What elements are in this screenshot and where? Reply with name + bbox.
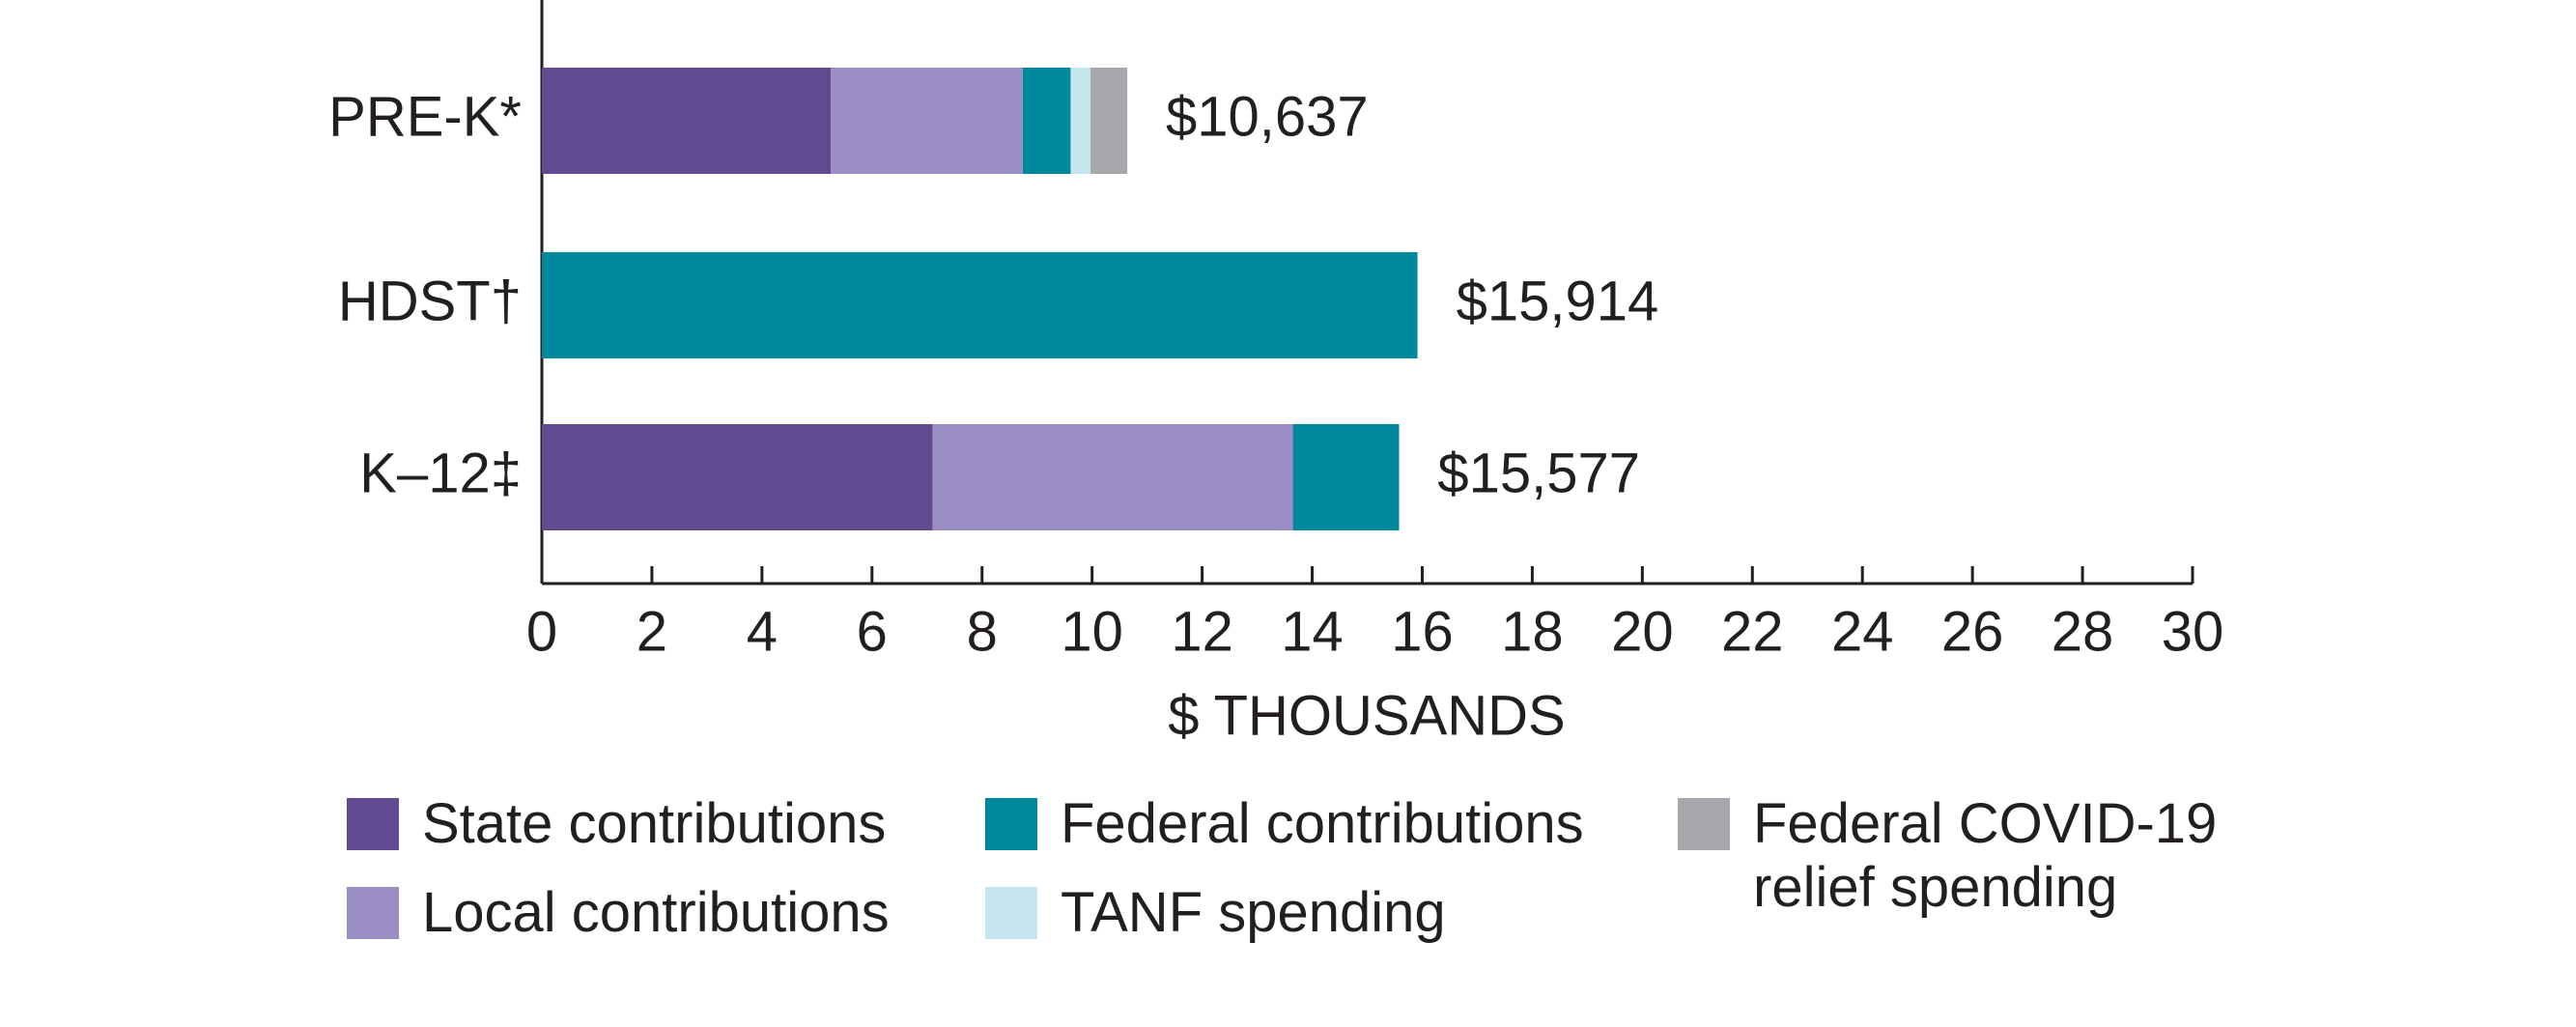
x-tick-label: 26 bbox=[1941, 600, 2004, 663]
x-tick-label: 24 bbox=[1831, 600, 1894, 663]
bar-segment bbox=[1022, 68, 1071, 174]
legend-swatch bbox=[347, 798, 399, 850]
bar-segment bbox=[542, 68, 832, 174]
x-tick-label: 22 bbox=[1721, 600, 1784, 663]
bar-segment bbox=[542, 424, 933, 530]
bar-segment bbox=[932, 424, 1293, 530]
bar-segment bbox=[831, 68, 1023, 174]
legend-swatch bbox=[985, 798, 1037, 850]
legend-item: Federal contributions bbox=[985, 792, 1642, 856]
bar-segment bbox=[1090, 68, 1128, 174]
category-label: K–12‡ bbox=[359, 442, 522, 504]
total-label: $15,914 bbox=[1457, 270, 1659, 332]
x-tick-label: 4 bbox=[747, 600, 778, 663]
legend-label: Federal COVID-19 relief spending bbox=[1753, 792, 2218, 919]
category-label: HDST† bbox=[338, 270, 522, 332]
bar-segment bbox=[1070, 68, 1090, 174]
category-label: PRE-K* bbox=[328, 85, 522, 148]
x-tick-label: 10 bbox=[1061, 600, 1123, 663]
legend-swatch bbox=[985, 887, 1037, 939]
x-tick-label: 14 bbox=[1281, 600, 1344, 663]
legend-swatch bbox=[347, 887, 399, 939]
x-tick-label: 18 bbox=[1501, 600, 1564, 663]
x-tick-label: 6 bbox=[857, 600, 888, 663]
legend-item: TANF spending bbox=[985, 881, 1642, 945]
legend-item: Local contributions bbox=[347, 881, 946, 945]
x-tick-label: 30 bbox=[2162, 600, 2224, 663]
x-tick-label: 28 bbox=[2052, 600, 2114, 663]
x-tick-label: 12 bbox=[1171, 600, 1233, 663]
x-tick-label: 2 bbox=[637, 600, 667, 663]
legend-item: Federal COVID-19 relief spending bbox=[1678, 792, 2219, 920]
legend-label: TANF spending bbox=[1061, 881, 1446, 944]
x-tick-label: 16 bbox=[1391, 600, 1454, 663]
x-tick-label: 0 bbox=[526, 600, 557, 663]
total-label: $10,637 bbox=[1166, 85, 1369, 148]
x-tick-label: 8 bbox=[967, 600, 998, 663]
legend-label: Federal contributions bbox=[1061, 792, 1584, 855]
x-axis-title: $ THOUSANDS bbox=[1168, 684, 1565, 747]
legend-swatch bbox=[1678, 798, 1730, 850]
total-label: $15,577 bbox=[1437, 442, 1640, 504]
bar-segment bbox=[542, 252, 1418, 358]
legend-item: State contributions bbox=[347, 792, 946, 856]
bar-segment bbox=[1292, 424, 1400, 530]
legend-label: State contributions bbox=[422, 792, 887, 855]
x-tick-label: 20 bbox=[1611, 600, 1674, 663]
legend-label: Local contributions bbox=[422, 881, 890, 944]
